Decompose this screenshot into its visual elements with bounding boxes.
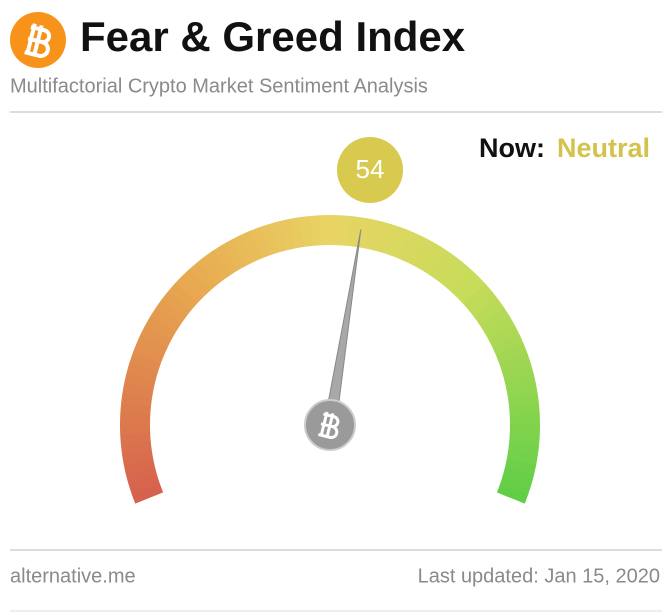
gauge-arc — [390, 227, 411, 259]
gauge-arc — [161, 290, 192, 318]
gauge-arc — [501, 362, 534, 381]
gauge-arc — [492, 334, 524, 356]
gauge-arc — [131, 483, 164, 504]
logo-glyph — [24, 23, 52, 58]
gauge-arc — [174, 275, 204, 304]
hub-glyph — [318, 411, 340, 439]
gauge-arc — [443, 262, 471, 292]
gauge-arc — [123, 458, 156, 475]
gauge-arc — [381, 223, 401, 256]
gauge-arc — [456, 275, 486, 305]
gauge-arc — [120, 440, 152, 455]
gauge-arc — [506, 449, 538, 465]
gauge-arc — [129, 352, 162, 372]
gauge-arc — [132, 343, 165, 364]
source: alternative.me — [10, 565, 136, 587]
gauge-arc — [509, 432, 540, 445]
gauge-arc — [364, 218, 382, 251]
gauge-arc — [231, 234, 254, 267]
gauge-arc — [182, 268, 210, 298]
gauge-arc — [488, 325, 520, 348]
gauge-arc — [504, 372, 536, 390]
gauge-arc — [462, 283, 493, 311]
subtitle: Multifactorial Crypto Market Sentiment A… — [10, 75, 428, 97]
gauge-arc — [450, 268, 479, 298]
gauge-arc — [509, 403, 540, 416]
now-label: Now: — [479, 133, 545, 163]
gauge-arc — [197, 255, 224, 286]
gauge-arc — [495, 343, 528, 364]
gauge-arc — [269, 221, 287, 253]
gauge-arc — [347, 216, 362, 248]
gauge-arc — [222, 239, 246, 271]
gauge-arc — [126, 362, 159, 381]
gauge-arc — [136, 333, 168, 356]
gauge-arc — [479, 307, 510, 333]
gauge-arc — [508, 441, 540, 455]
gauge-arc — [468, 291, 499, 318]
gauge-arc — [155, 298, 187, 325]
gauge-arc — [279, 218, 296, 251]
gauge-arc — [125, 466, 158, 485]
gauge-arc — [120, 432, 151, 445]
gauge-arc — [249, 226, 271, 259]
gauge-arc — [338, 215, 352, 246]
needle — [323, 229, 362, 427]
gauge-arc — [309, 215, 322, 246]
gauge-arc — [121, 392, 153, 407]
gauge-arc — [189, 261, 217, 292]
gauge-arc — [122, 382, 154, 398]
gauge-arc — [499, 353, 531, 373]
updated: Last updated: Jan 15, 2020 — [418, 565, 660, 587]
gauge-arc — [299, 215, 313, 247]
gauge-arc — [422, 244, 447, 276]
gauge-arc — [507, 392, 539, 407]
gauge-arc — [414, 239, 438, 271]
gauge-arc — [496, 484, 529, 504]
gauge-arc — [406, 234, 430, 267]
gauge-arc — [398, 230, 420, 263]
gauge-arc — [502, 467, 535, 485]
value-badge — [337, 137, 403, 203]
gauge-arc — [140, 324, 172, 348]
gauge-arc — [124, 372, 156, 389]
gauge-arc — [120, 402, 152, 416]
gauge-arc — [205, 249, 231, 281]
gauge-arc — [168, 283, 198, 311]
gauge-arc — [436, 255, 464, 286]
value-label: 54 — [356, 154, 385, 184]
gauge-arc — [259, 223, 279, 256]
gauge-arc — [145, 315, 177, 340]
gauge-arc — [289, 217, 305, 249]
classification: Neutral — [557, 133, 650, 163]
gauge-arc — [506, 382, 538, 398]
gauge-arc — [474, 299, 505, 325]
gauge: 54 — [120, 137, 540, 504]
gauge-arc — [128, 475, 161, 495]
gauge-arc — [504, 458, 537, 475]
gauge-arc — [429, 250, 456, 281]
gauge-arc — [373, 221, 392, 253]
gauge-arc — [213, 244, 239, 276]
gauge-arc — [150, 307, 182, 332]
title: Fear & Greed Index — [80, 13, 466, 60]
gauge-arc — [121, 449, 154, 465]
gauge-arc — [499, 475, 532, 495]
gauge-arc — [240, 230, 262, 263]
gauge-arc — [483, 316, 515, 340]
